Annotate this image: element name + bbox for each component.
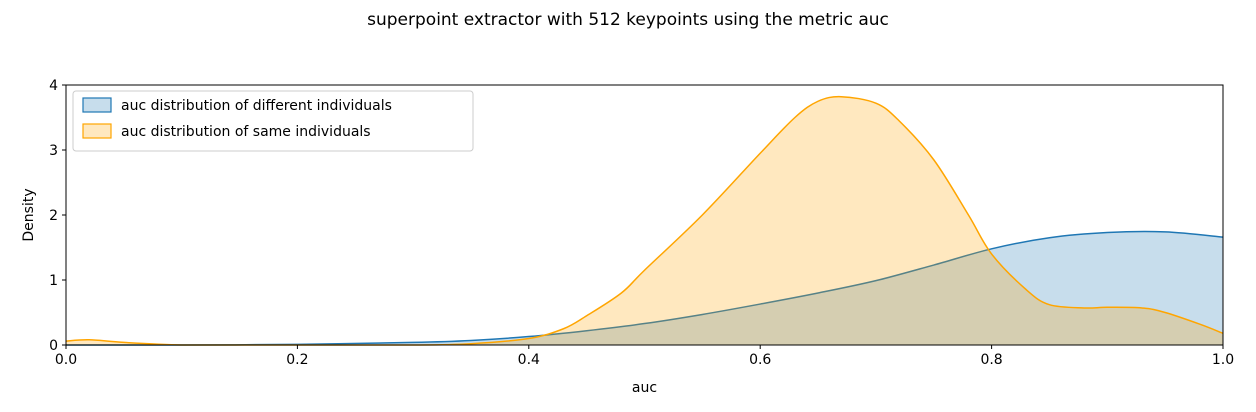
chart-title: superpoint extractor with 512 keypoints … — [367, 10, 889, 30]
y-axis-label: Density — [21, 188, 37, 241]
x-tick-label: 0.2 — [286, 352, 308, 368]
x-axis: 0.0 0.2 0.4 0.6 0.8 1.0 — [55, 345, 1234, 368]
y-axis: 0 1 2 3 4 — [49, 78, 66, 354]
y-tick-label: 4 — [49, 78, 58, 94]
y-tick-label: 2 — [49, 208, 58, 224]
legend-swatch-different-individuals — [82, 97, 112, 113]
legend-swatch-same-individuals — [82, 123, 112, 139]
legend: auc distribution of different individual… — [72, 90, 474, 152]
series-line-0 — [65, 230, 1224, 346]
series-area-1 — [66, 96, 1223, 345]
x-axis-label: auc — [632, 380, 657, 396]
x-tick-label: 0.6 — [749, 352, 771, 368]
y-tick-label: 1 — [49, 273, 58, 289]
plot-area — [65, 84, 1224, 346]
y-tick-label: 3 — [49, 143, 58, 159]
x-tick-label: 0.8 — [980, 352, 1002, 368]
x-tick-label: 0.0 — [55, 352, 77, 368]
y-tick-label: 0 — [49, 338, 58, 354]
legend-label-different-individuals: auc distribution of different individual… — [121, 98, 392, 114]
legend-box — [72, 90, 474, 152]
legend-label-same-individuals: auc distribution of same individuals — [121, 124, 371, 140]
x-tick-label: 1.0 — [1212, 352, 1234, 368]
series-area-0 — [66, 231, 1223, 345]
x-tick-label: 0.4 — [518, 352, 540, 368]
